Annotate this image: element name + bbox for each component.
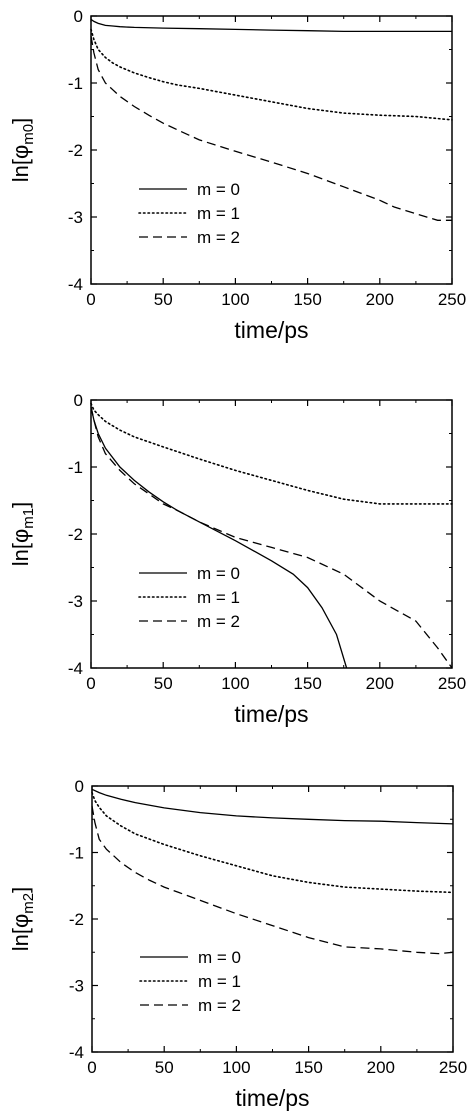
y-tick-label: -2	[68, 525, 83, 544]
x-tick-label: 0	[86, 290, 95, 309]
x-axis-label: time/ps	[235, 1085, 309, 1111]
x-tick-label: 250	[438, 674, 466, 693]
series-line-m0	[91, 788, 454, 825]
y-tick-label: -3	[68, 208, 83, 227]
y-tick-label: -2	[68, 141, 83, 160]
y-tick-label: -4	[68, 659, 83, 678]
series-line-m2	[90, 35, 452, 221]
y-tick-label: -3	[68, 592, 83, 611]
legend-entry-m0: m = 0	[197, 180, 240, 199]
y-axis-label: ln[φm1]	[8, 502, 37, 566]
y-tick-label: -3	[69, 977, 84, 996]
x-tick-label: 150	[293, 290, 321, 309]
x-tick-label: 150	[294, 1058, 322, 1077]
y-tick-label: -1	[68, 458, 83, 477]
chart-panel-2: 0 50 100 150 200 250 0 -1 -2 -3 -4 time/ps ln[φm1] m …	[8, 391, 466, 727]
y-label-subscript: m2	[20, 893, 37, 914]
series-line-m1	[90, 402, 453, 505]
y-tick-label: -2	[69, 910, 84, 929]
y-tick-label: -4	[68, 275, 83, 294]
legend-entry-m1: m = 1	[198, 972, 241, 991]
y-axis-label: ln[φm0]	[8, 118, 37, 182]
legend-entry-m1: m = 1	[197, 588, 240, 607]
y-label-subscript: m0	[20, 124, 37, 145]
y-label-prefix: ln[φ	[8, 529, 33, 567]
y-label-suffix: ]	[8, 118, 33, 124]
x-tick-label: 150	[293, 674, 321, 693]
legend-entry-m2: m = 2	[197, 612, 240, 631]
y-tick-label: 0	[74, 7, 83, 26]
x-tick-label: 200	[366, 290, 394, 309]
legend-entry-m2: m = 2	[198, 996, 241, 1015]
y-tick-label: 0	[74, 391, 83, 410]
x-tick-label: 0	[87, 1058, 96, 1077]
x-tick-label: 0	[86, 674, 95, 693]
legend-entry-m1: m = 1	[197, 204, 240, 223]
x-tick-label: 50	[154, 674, 173, 693]
legend-entry-m0: m = 0	[198, 948, 241, 967]
y-tick-label: -4	[69, 1043, 84, 1062]
y-axis-label: ln[φm2]	[8, 887, 37, 951]
y-label-prefix: ln[φ	[8, 914, 33, 952]
x-tick-label: 250	[439, 1058, 467, 1077]
series-line-m1	[90, 28, 453, 121]
legend-entry-m2: m = 2	[197, 228, 240, 247]
x-tick-label: 200	[366, 674, 394, 693]
x-tick-label: 100	[221, 290, 249, 309]
y-tick-label: 0	[75, 777, 84, 796]
chart-panel-1: 0 50 100 150 200 250 0 -1 -2 -3 -4 time/ps ln[φm0] m …	[8, 7, 466, 343]
series-line-m0	[90, 18, 452, 33]
series-line-m2	[91, 805, 454, 955]
x-axis-label: time/ps	[234, 701, 308, 727]
y-tick-label: -1	[69, 844, 84, 863]
x-tick-label: 100	[221, 674, 249, 693]
series-line-m2	[90, 406, 453, 669]
legend-entry-m0: m = 0	[197, 564, 240, 583]
series-line-m1	[91, 791, 454, 894]
y-label-suffix: ]	[8, 502, 33, 508]
plot-frame	[90, 15, 453, 285]
x-tick-label: 250	[438, 290, 466, 309]
x-tick-label: 200	[367, 1058, 395, 1077]
y-label-suffix: ]	[8, 887, 33, 893]
y-label-subscript: m1	[20, 508, 37, 529]
x-tick-label: 50	[154, 290, 173, 309]
chart-panel-3: 0 50 100 150 200 250 0 -1 -2 -3 -4 time/ps ln[φm2] m …	[8, 777, 467, 1111]
plot-frame	[91, 785, 454, 1053]
x-tick-label: 100	[222, 1058, 250, 1077]
y-label-prefix: ln[φ	[8, 145, 33, 183]
x-axis-label: time/ps	[234, 317, 308, 343]
y-tick-label: -1	[68, 74, 83, 93]
x-tick-label: 50	[155, 1058, 174, 1077]
